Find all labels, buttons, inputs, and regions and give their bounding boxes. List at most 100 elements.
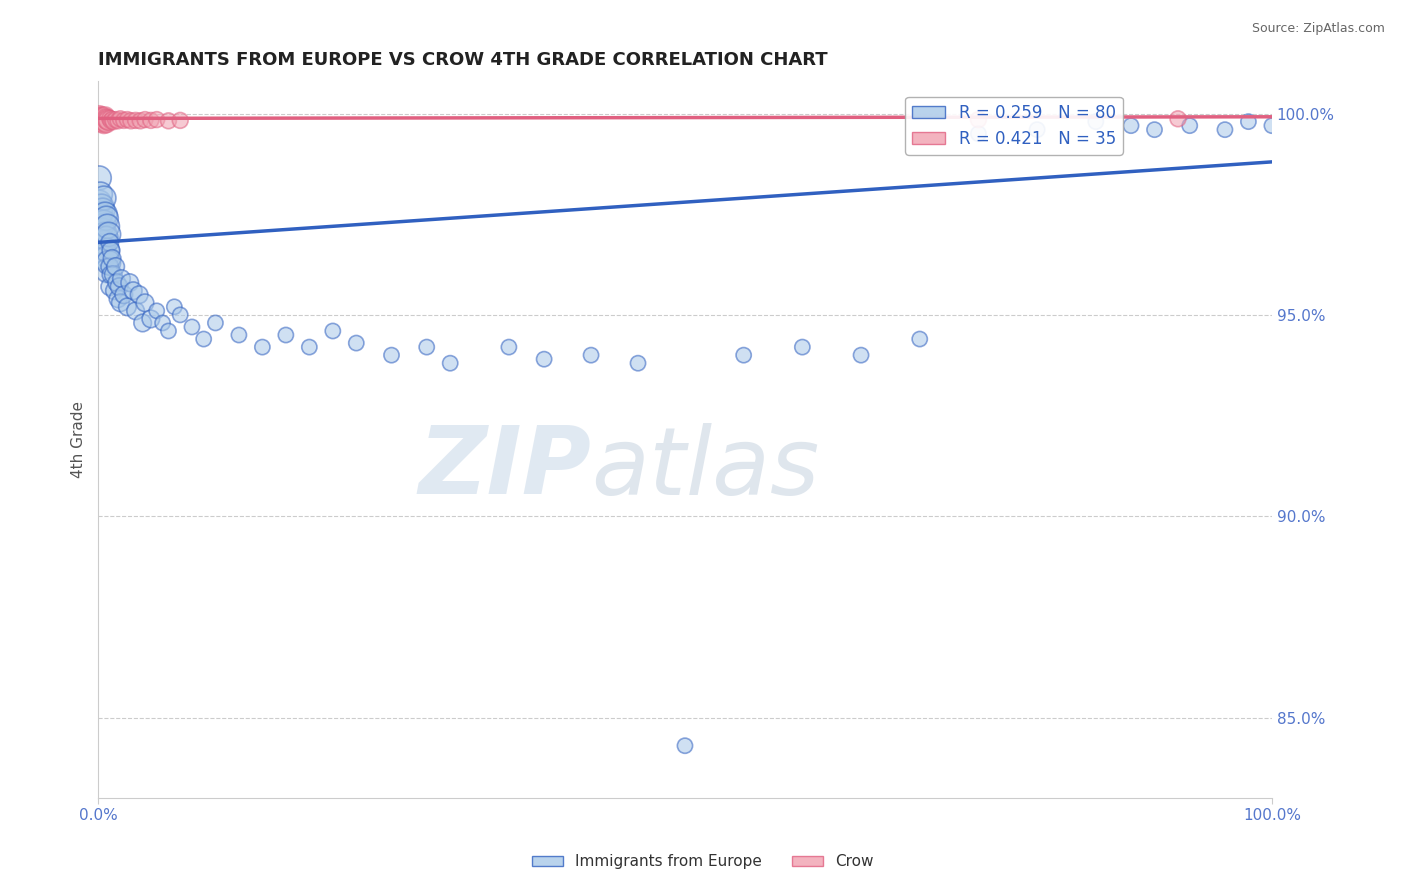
- Point: [91, 115, 114, 129]
- Legend: Immigrants from Europe, Crow: Immigrants from Europe, Crow: [526, 848, 880, 875]
- Text: ZIP: ZIP: [418, 423, 591, 515]
- Point: [103, 284, 125, 298]
- Point: [1084, 114, 1107, 128]
- Point: [134, 295, 156, 310]
- Point: [1213, 122, 1236, 136]
- Point: [103, 268, 125, 282]
- Point: [110, 295, 132, 310]
- Point: [118, 276, 141, 290]
- Point: [94, 227, 117, 242]
- Point: [108, 279, 131, 293]
- Point: [97, 227, 120, 242]
- Point: [97, 255, 120, 269]
- Point: [96, 231, 118, 245]
- Point: [152, 316, 174, 330]
- Point: [673, 739, 696, 753]
- Point: [498, 340, 520, 354]
- Point: [107, 292, 129, 306]
- Point: [169, 113, 191, 128]
- Point: [416, 340, 439, 354]
- Point: [1178, 119, 1201, 133]
- Point: [131, 316, 153, 330]
- Point: [103, 114, 125, 128]
- Point: [105, 276, 128, 290]
- Point: [90, 113, 112, 128]
- Point: [89, 111, 111, 125]
- Point: [97, 113, 120, 128]
- Point: [104, 112, 127, 127]
- Point: [792, 340, 814, 354]
- Point: [98, 260, 121, 274]
- Point: [145, 303, 167, 318]
- Point: [91, 203, 114, 218]
- Point: [124, 113, 146, 128]
- Point: [274, 328, 297, 343]
- Point: [134, 112, 156, 127]
- Legend: R = 0.259   N = 80, R = 0.421   N = 35: R = 0.259 N = 80, R = 0.421 N = 35: [905, 97, 1123, 154]
- Point: [89, 187, 111, 202]
- Point: [849, 348, 872, 362]
- Point: [93, 117, 115, 131]
- Point: [1119, 119, 1142, 133]
- Point: [96, 244, 118, 258]
- Point: [93, 112, 115, 126]
- Point: [733, 348, 755, 362]
- Point: [90, 199, 112, 213]
- Point: [104, 260, 127, 274]
- Point: [120, 113, 142, 128]
- Point: [117, 112, 139, 127]
- Text: Source: ZipAtlas.com: Source: ZipAtlas.com: [1251, 22, 1385, 36]
- Point: [93, 235, 115, 250]
- Point: [101, 112, 124, 127]
- Point: [96, 211, 118, 226]
- Point: [112, 287, 135, 301]
- Point: [98, 279, 121, 293]
- Point: [91, 111, 114, 125]
- Point: [157, 324, 180, 338]
- Point: [228, 328, 250, 343]
- Point: [967, 112, 990, 127]
- Point: [89, 109, 111, 123]
- Point: [1143, 122, 1166, 136]
- Point: [98, 112, 121, 126]
- Point: [93, 191, 115, 205]
- Point: [967, 127, 990, 141]
- Point: [96, 116, 118, 130]
- Point: [145, 112, 167, 127]
- Point: [128, 287, 150, 301]
- Point: [129, 113, 152, 128]
- Point: [89, 195, 111, 210]
- Point: [98, 235, 121, 250]
- Y-axis label: 4th Grade: 4th Grade: [72, 401, 86, 478]
- Point: [96, 252, 118, 266]
- Point: [139, 113, 162, 128]
- Point: [89, 114, 111, 128]
- Point: [1237, 114, 1260, 128]
- Point: [90, 219, 112, 234]
- Point: [204, 316, 226, 330]
- Point: [96, 112, 118, 127]
- Point: [100, 268, 122, 282]
- Point: [101, 252, 124, 266]
- Point: [110, 112, 132, 126]
- Point: [122, 284, 145, 298]
- Point: [117, 300, 139, 314]
- Point: [89, 112, 111, 127]
- Point: [1167, 112, 1189, 126]
- Point: [579, 348, 602, 362]
- Point: [344, 336, 367, 351]
- Point: [380, 348, 402, 362]
- Point: [124, 303, 146, 318]
- Point: [139, 312, 162, 326]
- Point: [193, 332, 215, 346]
- Point: [94, 110, 117, 124]
- Point: [89, 207, 111, 221]
- Point: [439, 356, 461, 370]
- Point: [298, 340, 321, 354]
- Point: [110, 271, 132, 285]
- Point: [96, 219, 118, 234]
- Point: [181, 320, 204, 334]
- Point: [94, 247, 117, 261]
- Text: IMMIGRANTS FROM EUROPE VS CROW 4TH GRADE CORRELATION CHART: IMMIGRANTS FROM EUROPE VS CROW 4TH GRADE…: [98, 51, 828, 69]
- Point: [322, 324, 344, 338]
